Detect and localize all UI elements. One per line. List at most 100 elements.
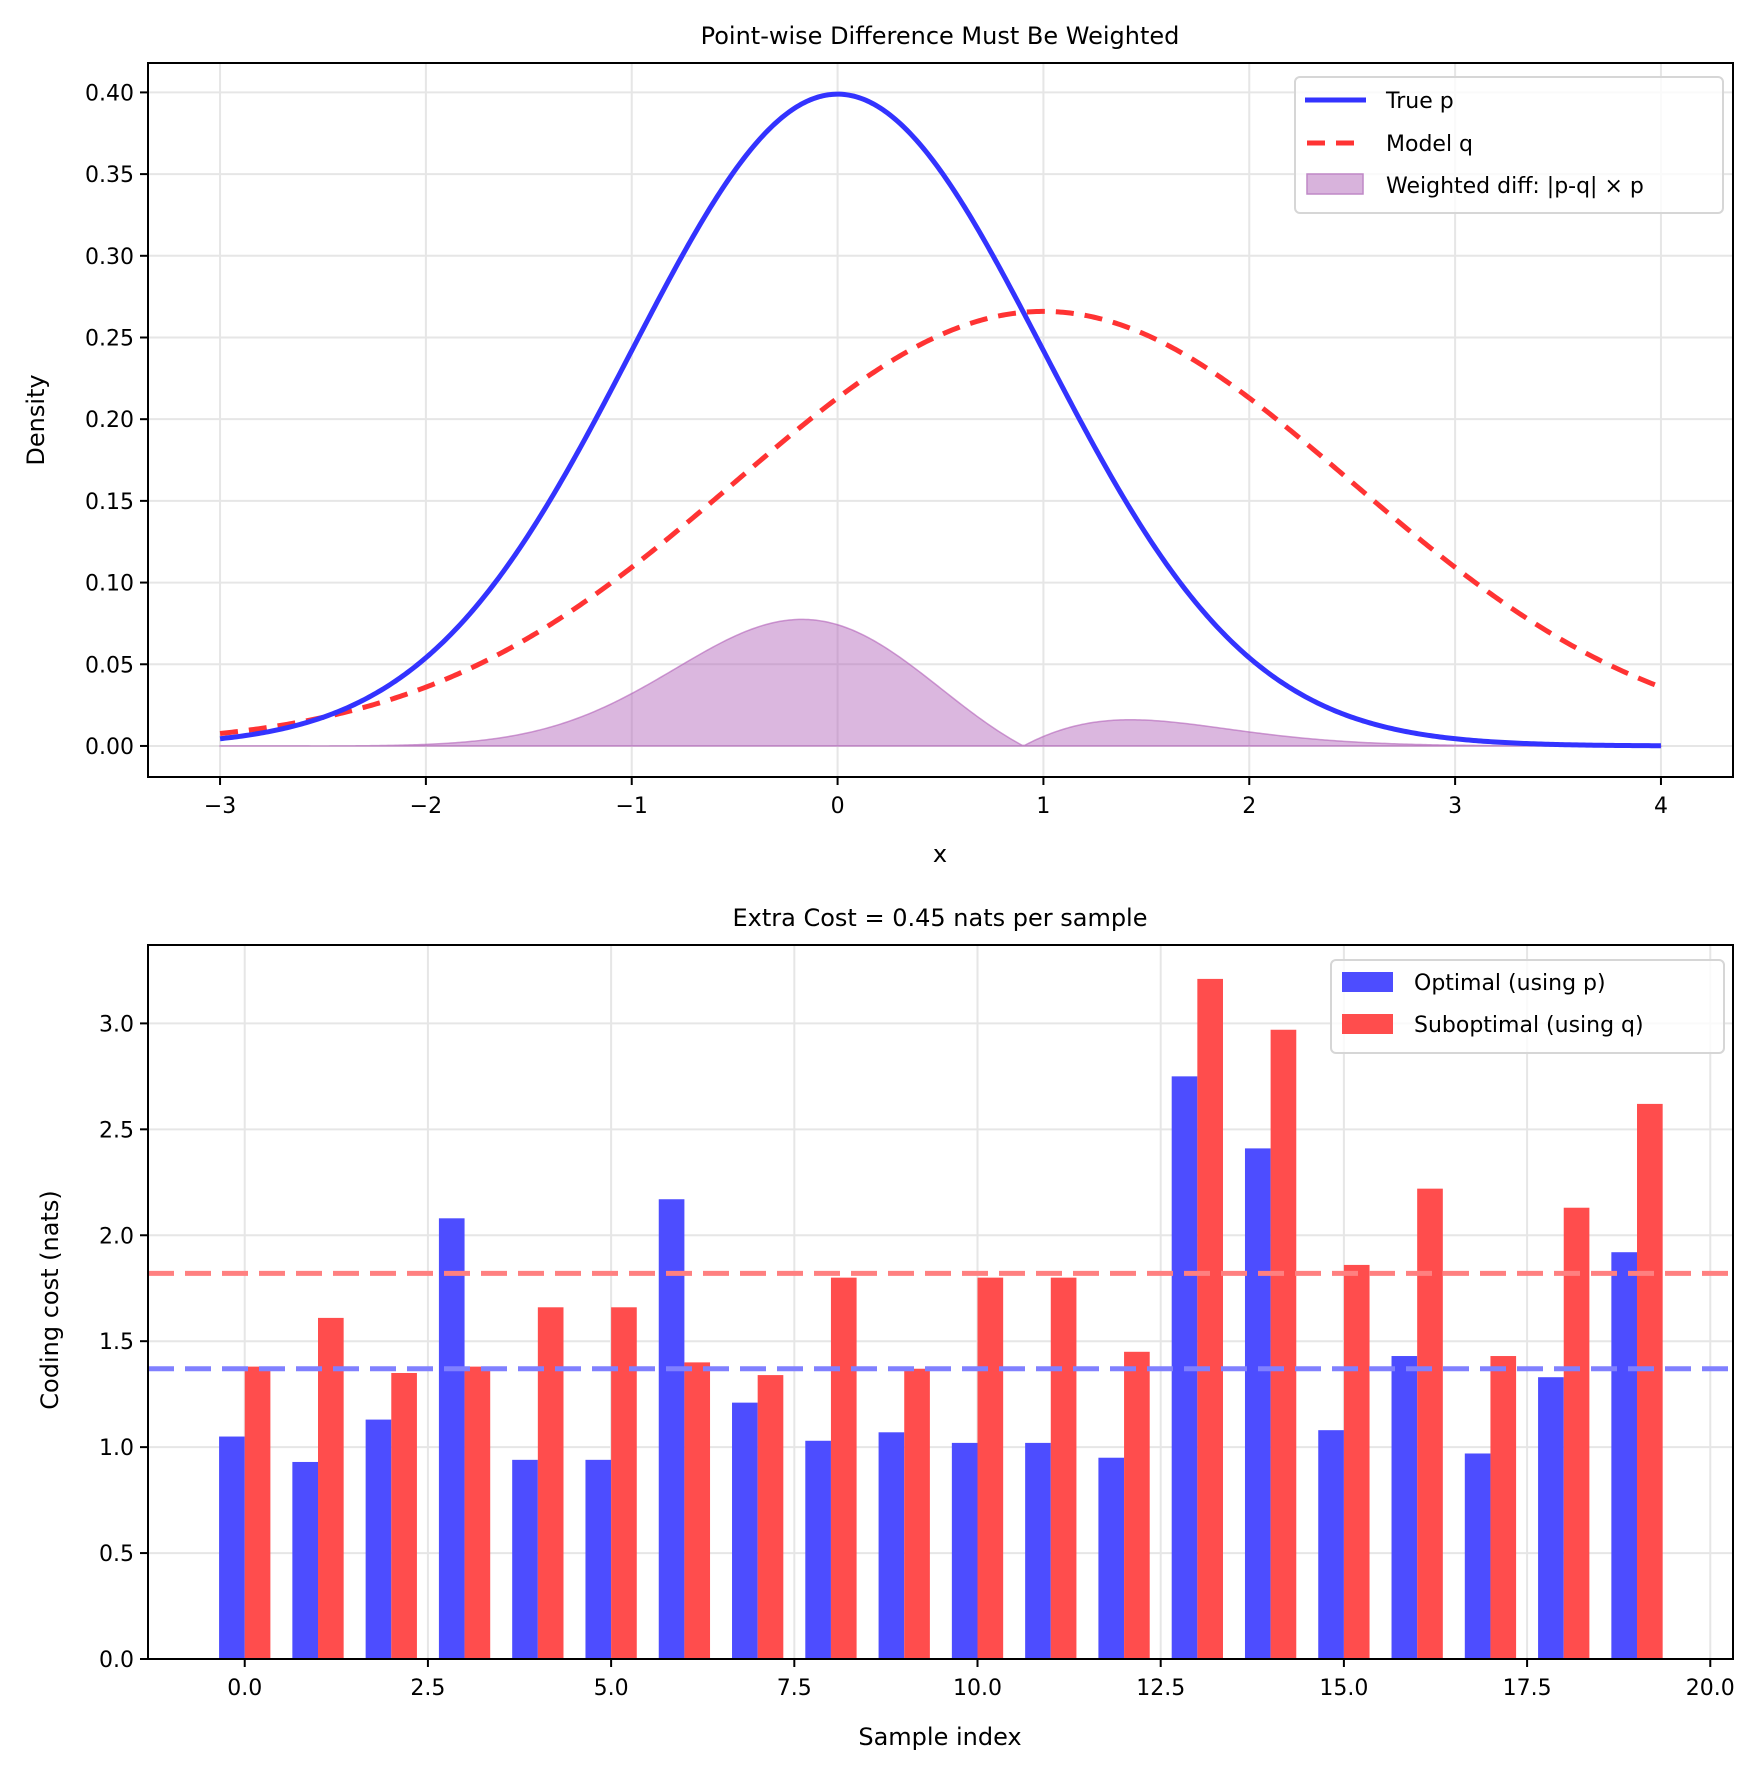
- top-ytick-label: 0.15: [85, 490, 134, 515]
- bottom-ylabel: Coding cost (nats): [36, 1190, 64, 1409]
- bars-group: [219, 978, 1663, 1659]
- bottom-ytick-label: 3.0: [99, 1012, 134, 1037]
- legend-weighted-diff-swatch: [1306, 173, 1364, 195]
- bar-suboptimal: [391, 1372, 417, 1659]
- bar-optimal: [1244, 1148, 1271, 1659]
- bar-suboptimal: [684, 1362, 711, 1659]
- bar-optimal: [365, 1419, 392, 1659]
- bar-optimal: [1318, 1430, 1344, 1659]
- bar-optimal: [1611, 1252, 1638, 1659]
- top-legend-box: [1294, 76, 1724, 214]
- bar-optimal: [585, 1459, 612, 1659]
- top-xtick-label: 0: [831, 794, 845, 819]
- bar-suboptimal: [830, 1277, 857, 1659]
- bar-suboptimal: [1417, 1188, 1443, 1659]
- bottom-legend: Optimal (using p) Suboptimal (using q): [1330, 959, 1725, 1054]
- bottom-xtick-label: 17.5: [1503, 1676, 1552, 1701]
- bar-optimal: [1025, 1442, 1051, 1659]
- top-ytick-label: 0.00: [85, 735, 134, 760]
- bar-optimal: [658, 1199, 685, 1659]
- top-ytick-label: 0.20: [85, 408, 134, 433]
- density-panel: Point-wise Difference Must Be Weighted −…: [22, 22, 1734, 868]
- bar-suboptimal: [537, 1307, 564, 1659]
- bar-suboptimal: [1563, 1207, 1590, 1659]
- bottom-ytick-label: 1.5: [99, 1330, 134, 1355]
- bar-optimal: [1464, 1453, 1491, 1659]
- model-q-line: [219, 308, 1662, 737]
- bar-suboptimal: [244, 1366, 271, 1659]
- top-xtick-label: 3: [1448, 794, 1462, 819]
- top-ytick-label: 0.30: [85, 245, 134, 270]
- bottom-xtick-label: 2.5: [410, 1676, 445, 1701]
- bar-optimal: [805, 1440, 831, 1659]
- bar-suboptimal: [1490, 1356, 1517, 1659]
- top-xtick-label: 4: [1654, 794, 1668, 819]
- bottom-xtick-label: 15.0: [1319, 1676, 1368, 1701]
- bottom-ytick-label: 0.5: [99, 1542, 134, 1567]
- top-grid: [148, 63, 1733, 777]
- bottom-ytick-label: 2.0: [99, 1224, 134, 1249]
- bar-suboptimal: [318, 1317, 344, 1659]
- bottom-xtick-label: 5.0: [594, 1676, 629, 1701]
- bar-suboptimal: [1124, 1351, 1150, 1659]
- top-ticks: −3 −2 −1 0 1 2 3 4 0.00 0.05 0.10 0.15 0.20 0.25 0.30 0…: [85, 81, 1668, 819]
- bottom-axes-frame: [147, 944, 1734, 1660]
- bar-suboptimal: [1050, 1277, 1077, 1659]
- top-ytick-label: 0.10: [85, 572, 134, 597]
- bar-suboptimal: [611, 1307, 637, 1659]
- top-ytick-label: 0.05: [85, 653, 134, 678]
- bottom-xtick-label: 12.5: [1136, 1676, 1185, 1701]
- bar-suboptimal: [1637, 1103, 1663, 1659]
- legend-model-q-label: Model q: [1386, 132, 1473, 157]
- bar-optimal: [292, 1461, 319, 1659]
- top-ytick-label: 0.25: [85, 326, 134, 351]
- bar-optimal: [512, 1459, 538, 1659]
- reference-lines-group: [148, 1270, 1733, 1372]
- true-p-line: [219, 91, 1661, 749]
- top-xtick-label: 2: [1242, 794, 1256, 819]
- bar-optimal: [878, 1432, 905, 1659]
- bar-suboptimal: [757, 1375, 784, 1659]
- bottom-xlabel: Sample index: [858, 1723, 1021, 1751]
- bar-suboptimal: [904, 1368, 930, 1659]
- density-lines-group: [219, 91, 1662, 749]
- top-xlabel: x: [933, 840, 947, 868]
- weighted-diff-area-group: [219, 618, 1662, 747]
- bar-suboptimal: [977, 1277, 1004, 1659]
- top-ytick-label: 0.40: [85, 81, 134, 106]
- legend-true-p-label: True p: [1385, 89, 1454, 114]
- bar-optimal: [1538, 1377, 1564, 1659]
- bar-optimal: [951, 1442, 978, 1659]
- top-xtick-label: −2: [410, 794, 442, 819]
- bar-suboptimal: [1197, 978, 1223, 1659]
- top-xtick-label: 1: [1036, 794, 1050, 819]
- bar-suboptimal: [1270, 1029, 1297, 1659]
- bottom-ytick-label: 1.0: [99, 1436, 134, 1461]
- bar-optimal: [438, 1218, 465, 1659]
- bottom-title: Extra Cost = 0.45 nats per sample: [733, 904, 1148, 932]
- bar-suboptimal: [1343, 1264, 1370, 1659]
- top-ylabel: Density: [22, 374, 50, 465]
- bottom-xtick-label: 20.0: [1686, 1676, 1735, 1701]
- bar-optimal: [219, 1436, 245, 1659]
- top-xtick-label: −1: [616, 794, 648, 819]
- bottom-ytick-label: 2.5: [99, 1118, 134, 1143]
- legend-optimal-color: [1342, 972, 1393, 992]
- coding-cost-panel: Extra Cost = 0.45 nats per sample 0.0 2.5…: [36, 904, 1735, 1751]
- bar-suboptimal: [464, 1366, 491, 1659]
- bottom-xtick-label: 0.0: [227, 1676, 262, 1701]
- weighted-diff-area: [219, 618, 1662, 747]
- top-xtick-label: −3: [204, 794, 236, 819]
- bottom-ticks: 0.0 2.5 5.0 7.5 10.0 12.5 15.0 17.5 20.0 0.0 0.5 1.…: [99, 1012, 1735, 1701]
- legend-suboptimal-color: [1342, 1014, 1393, 1034]
- bottom-ytick-label: 0.0: [99, 1648, 134, 1673]
- bottom-xtick-label: 7.5: [777, 1676, 812, 1701]
- bottom-legend-box: [1330, 959, 1725, 1054]
- top-ytick-label: 0.35: [85, 163, 134, 188]
- top-title: Point-wise Difference Must Be Weighted: [701, 22, 1180, 50]
- bar-optimal: [732, 1402, 758, 1659]
- legend-suboptimal-label: Suboptimal (using q): [1414, 1013, 1644, 1038]
- bar-optimal: [1098, 1457, 1125, 1659]
- bar-optimal: [1391, 1356, 1418, 1659]
